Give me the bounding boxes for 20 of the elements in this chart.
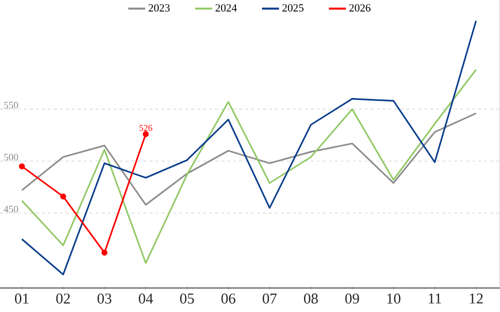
- x-tick-label: 02: [56, 294, 70, 304]
- data-label: 526: [140, 124, 152, 131]
- legend-label: 2024: [216, 4, 237, 12]
- y-tick-label: 500: [4, 154, 18, 161]
- x-tick-label: 08: [304, 294, 318, 304]
- x-tick-label: 03: [98, 294, 112, 304]
- x-tick-label: 11: [428, 294, 442, 304]
- x-tick-label: 05: [180, 294, 194, 304]
- x-tick-label: 09: [345, 294, 360, 304]
- y-tick-label: 450: [4, 206, 18, 212]
- x-tick-label: 07: [262, 294, 277, 304]
- legend-label: 2026: [349, 4, 370, 12]
- x-tick-label: 04: [138, 294, 153, 304]
- x-tick-label: 06: [221, 294, 236, 304]
- x-tick-label: 12: [470, 294, 483, 304]
- legend-label: 2025: [282, 4, 304, 12]
- x-tick-label: 01: [14, 294, 28, 304]
- legend-label: 2023: [148, 4, 170, 12]
- y-tick-label: 550: [4, 102, 18, 109]
- x-tick-label: 10: [387, 294, 400, 304]
